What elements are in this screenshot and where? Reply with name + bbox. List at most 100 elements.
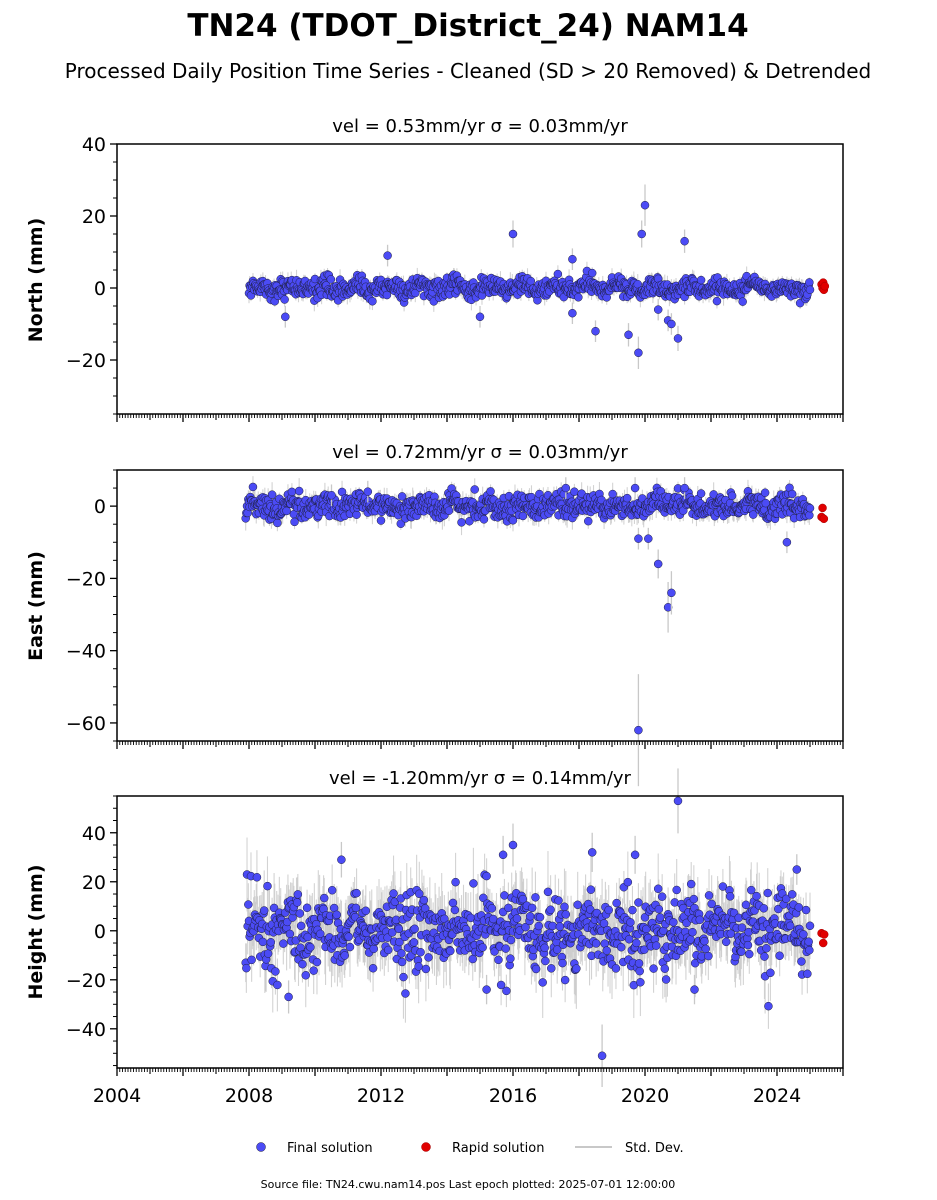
outlier-point [568,308,577,318]
outlier-point [680,483,689,493]
outlier-point [637,229,646,239]
final-solution-point [263,949,273,958]
outlier-point [673,334,683,343]
final-solution-points [241,482,815,528]
final-solution-point [696,489,706,498]
final-solution-point [526,276,536,286]
final-solution-point [280,295,289,304]
final-solution-point [583,516,593,526]
outlier-point [624,330,633,340]
final-solution-point [352,510,361,519]
final-solution-point [574,293,583,302]
final-solution-point [457,518,466,527]
final-solution-point [382,290,392,300]
outlier-point [634,725,643,735]
final-solution-point [266,938,276,947]
outlier-point [653,559,663,569]
y-tick-label: −20 [66,350,106,372]
outlier-point [475,312,485,322]
final-solution-point [273,518,282,528]
outlier-point [568,254,577,264]
outlier-point [680,236,689,246]
y-tick-label: 0 [94,278,106,300]
east-panel-title: vel = 0.72mm/yr σ = 0.03mm/yr [332,442,628,463]
outlier-points [281,184,689,369]
final-solution-points [244,266,815,308]
final-solution-point [252,873,262,882]
height-panel-title: vel = -1.20mm/yr σ = 0.14mm/yr [329,768,632,789]
final-solution-point [622,493,632,503]
final-solution-point [738,297,747,306]
outlier-point [561,483,571,493]
outlier-point [630,483,640,493]
figure-title: TN24 (TDOT_District_24) NAM14 [187,8,748,44]
final-solution-point [285,929,295,939]
final-solution-point [326,275,336,284]
y-tick-label: 20 [82,206,106,228]
final-solution-point [805,511,814,520]
final-solution-point [244,900,253,909]
outlier-point [634,348,643,358]
outlier-point [634,534,643,543]
outlier-point [653,305,663,314]
outlier-point [508,229,518,239]
outlier-point [281,312,290,322]
final-solution-point [279,939,288,948]
final-solution-point [470,485,479,494]
outlier-point [327,491,336,500]
final-solution-point [376,516,386,525]
outlier-point [363,487,373,496]
final-solution-point [787,489,797,499]
final-solution-point [267,490,277,499]
final-solution-point [258,937,268,947]
rapid-solution-point [820,281,830,291]
y-tick-label: −20 [66,568,106,590]
final-solution-point [727,491,737,501]
rapid-solution-point [819,514,829,524]
figure-subtitle: Processed Daily Position Time Series - C… [65,59,871,83]
final-solution-point [282,506,291,516]
outlier-point [644,534,653,543]
final-solution-point [273,980,282,990]
east-axis-label: East (mm) [25,551,47,661]
final-solution-point [247,955,256,965]
final-solution-point [242,963,251,973]
final-solution-points [241,870,815,1011]
outlier-point [591,326,600,336]
north-axis-label: North (mm) [25,218,47,343]
final-solution-point [479,515,489,524]
final-solution-point [805,278,814,287]
final-solution-point [259,906,269,915]
y-tick-label: −60 [66,713,106,735]
final-solution-point [587,268,597,278]
final-solution-point [518,511,528,521]
outlier-point [667,319,676,329]
final-solution-point [760,488,770,497]
final-solution-point [444,506,454,515]
final-solution-point [712,296,722,306]
outlier-point [383,251,392,260]
final-solution-point [248,482,258,492]
final-solution-point [805,503,815,513]
north-panel-title: vel = 0.53mm/yr σ = 0.03mm/yr [332,116,628,137]
final-solution-point [486,487,495,496]
y-tick-label: 40 [82,134,106,156]
north-panel: vel = 0.53mm/yr σ = 0.03mm/yr North (mm)… [25,116,844,422]
rapid-solution-points [817,503,829,524]
final-solution-point [805,285,815,295]
east-panel: vel = 0.72mm/yr σ = 0.03mm/yr East (mm) … [25,442,844,787]
final-solution-point [553,269,563,279]
final-solution-point [294,486,304,496]
y-tick-label: 0 [94,496,106,518]
final-solution-point [271,967,280,976]
height-axis-label: Height (mm) [25,864,47,999]
outlier-point [782,538,792,547]
final-solution-point [287,487,297,497]
y-tick-label: −40 [66,641,106,663]
height-panel: vel = -1.20mm/yr σ = 0.14mm/yr Height (m… [25,768,844,1107]
final-solution-point [696,275,706,285]
outlier-point [667,588,676,598]
outlier-point [640,200,650,210]
rapid-solution-point [818,503,827,513]
